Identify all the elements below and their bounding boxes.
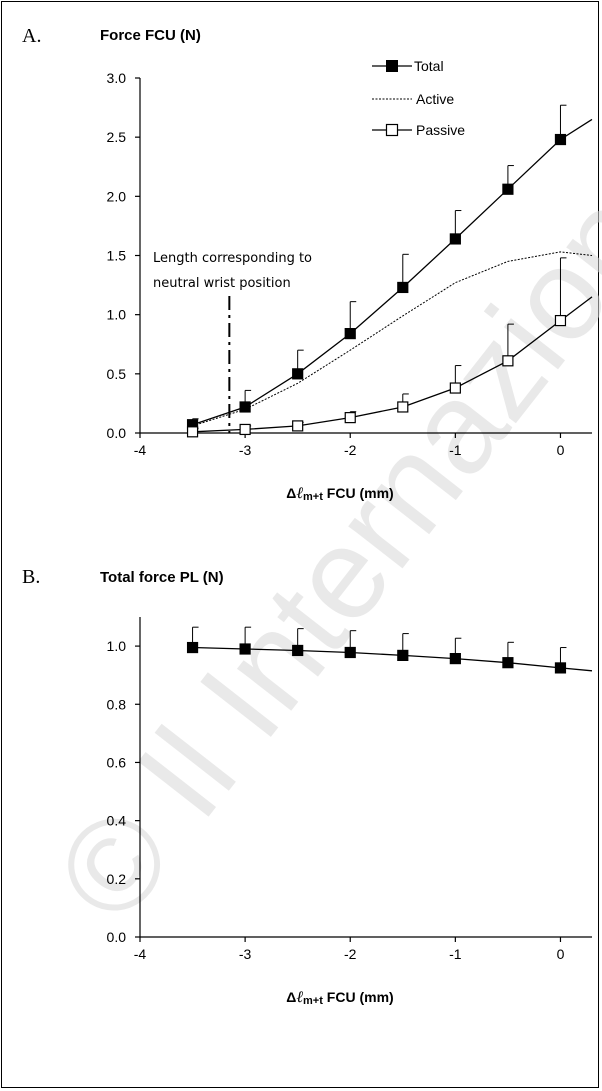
legend-total: Total: [372, 58, 444, 74]
x-label-ell: ℓ: [296, 987, 303, 1006]
panel-b-x-tick-label: -2: [344, 946, 357, 962]
legend-passive: Passive: [372, 122, 465, 138]
panel-b-series-point: [397, 649, 409, 662]
watermark: © Il Internazionale: [27, 30, 602, 947]
panel-b-axes: [139, 617, 592, 938]
panel-a-passive-point: [292, 420, 304, 432]
panel-a-passive-point: [554, 314, 567, 327]
panel-b-series-point: [344, 646, 356, 659]
x-label-rest: FCU (mm): [323, 989, 394, 1005]
legend-active: Active: [372, 91, 454, 107]
panel-b-y-tick-label: 0.8: [107, 696, 127, 712]
panel-b-series: [186, 626, 593, 674]
panel-a-passive-point: [449, 382, 461, 394]
panel-a-annotation-line1: Length corresponding to: [153, 251, 312, 266]
panel-a-legend: Total Active Passive: [372, 58, 465, 138]
panel-a-passive-point: [397, 401, 409, 413]
panel-a-annotation-line2: neutral wrist position: [153, 276, 291, 291]
panel-a-passive-point: [186, 426, 199, 438]
panel-b-series-point: [554, 662, 567, 674]
panel-a-ticks: 0.0 0.5 1.0 1.5 2.0 2.5 3.0 -4 -3 -2 -1 0: [107, 70, 565, 458]
x-label-ell: ℓ: [296, 483, 303, 502]
legend-total-marker: [386, 60, 398, 72]
panel-b-series-point: [239, 643, 251, 655]
panel-a-total-point: [554, 133, 567, 146]
legend-passive-label: Passive: [416, 122, 465, 138]
panel-b-series-point: [502, 657, 514, 669]
x-label-subscript: m+t: [303, 995, 323, 1007]
panel-a-total-point: [397, 281, 409, 294]
panel-b-ticks: 0.0 0.2 0.4 0.6 0.8 1.0 -4 -3 -2 -1 0: [107, 638, 565, 962]
panel-b-series-point: [186, 641, 199, 654]
legend-passive-marker: [385, 123, 399, 137]
panel-a-letter: A.: [22, 25, 41, 47]
panel-a-active-line: [192, 251, 593, 427]
panel-a-y-tick-label: 2.0: [107, 188, 127, 204]
panel-b-x-tick-label: -4: [134, 946, 147, 962]
legend-active-label: Active: [416, 91, 454, 107]
panel-b-y-tick-label: 0.0: [107, 929, 127, 945]
panel-a: A. Force FCU (N) 0.0 0.5 1.0 1.5 2.0 2.5 3.0 -4…: [22, 25, 593, 503]
panel-b-x-tick-label: -1: [449, 946, 462, 962]
panel-a-y-tick-label: 1.5: [107, 248, 127, 264]
panel-a-total-point: [239, 401, 251, 413]
panel-a-total-point: [502, 183, 514, 195]
panel-a-y-tick-label: 0.5: [107, 366, 127, 382]
panel-a-total-point: [449, 233, 461, 245]
legend-total-label: Total: [414, 58, 444, 74]
x-label-rest: FCU (mm): [323, 485, 394, 501]
x-label-delta: Δ: [286, 485, 296, 501]
panel-a-x-tick-label: -4: [134, 442, 147, 458]
panel-b-series-point: [449, 652, 461, 665]
panel-a-x-tick-label: 0: [557, 442, 565, 458]
panel-a-x-tick-label: -2: [344, 442, 357, 458]
panel-a-y-tick-label: 0.0: [107, 425, 127, 441]
panel-b-letter: B.: [22, 566, 40, 588]
x-label-subscript: m+t: [303, 491, 323, 503]
x-label-delta: Δ: [286, 989, 296, 1005]
panel-a-passive-point: [502, 355, 514, 367]
panel-a-passive-point: [344, 412, 356, 424]
panel-a-x-label: Δℓm+t FCU (mm): [286, 483, 393, 503]
panel-a-x-tick-label: -3: [239, 442, 252, 458]
panel-a-x-tick-label: -1: [449, 442, 462, 458]
panel-a-y-tick-label: 2.5: [107, 129, 127, 145]
panel-a-total-point: [344, 328, 356, 340]
watermark-text: © Il Internazionale: [27, 30, 602, 947]
panel-b-y-tick-label: 0.4: [107, 813, 127, 829]
panel-a-total-point: [292, 368, 304, 380]
panel-b-x-label: Δℓm+t FCU (mm): [286, 987, 393, 1007]
panel-b-y-tick-label: 1.0: [107, 638, 127, 654]
panel-b-x-tick-label: -3: [239, 946, 252, 962]
panel-b-y-tick-label: 0.2: [107, 871, 127, 887]
panel-b-y-tick-label: 0.6: [107, 754, 127, 770]
panel-a-y-tick-label: 3.0: [107, 70, 127, 86]
panel-b-series-point: [292, 644, 304, 657]
panel-b: B. Total force PL (N) 0.0 0.2 0.4 0.6 0.8 1.0…: [22, 566, 593, 1007]
panel-a-passive-point: [239, 423, 251, 436]
panel-a-y-tick-label: 1.0: [107, 307, 127, 323]
panel-a-series: [186, 104, 593, 438]
panel-b-title: Total force PL (N): [100, 569, 224, 586]
panel-b-x-tick-label: 0: [557, 946, 565, 962]
panel-a-title: Force FCU (N): [100, 27, 201, 44]
